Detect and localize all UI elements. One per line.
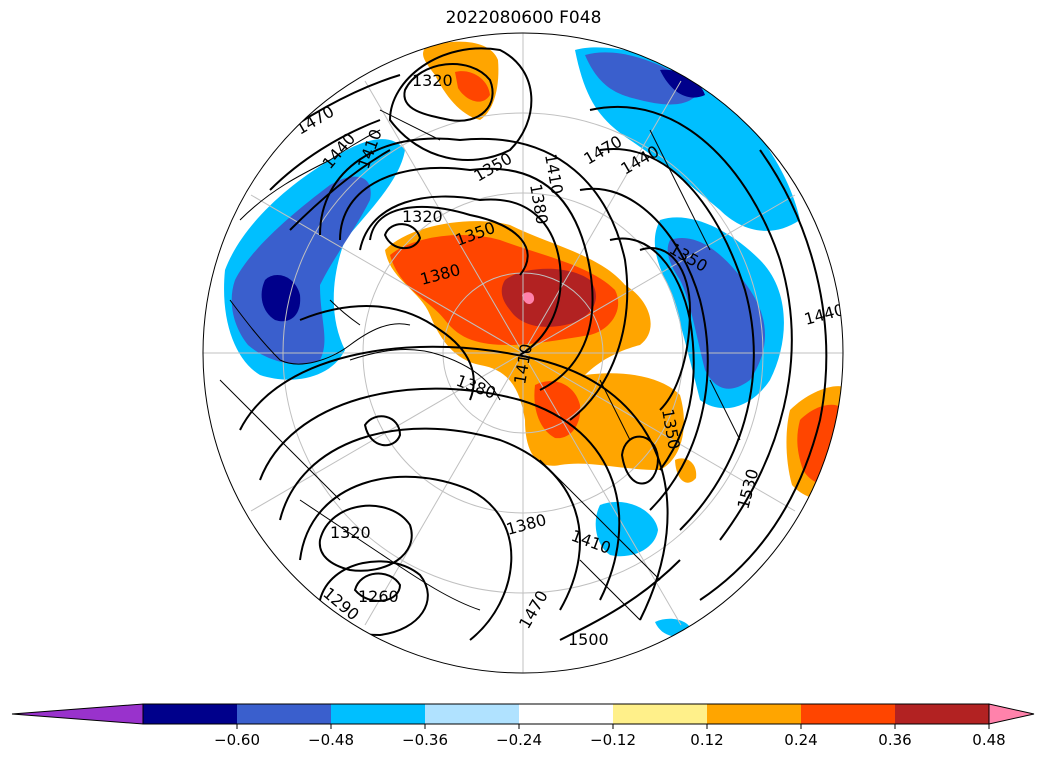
contour-1530-right: [699, 149, 828, 601]
contour-1440-right: [599, 148, 755, 531]
contour-1350-right: [639, 247, 692, 411]
colorbar-tick-label: 0.24: [784, 731, 817, 749]
contour-1440-left: [269, 119, 381, 191]
contour-label: 1320: [330, 523, 371, 542]
colorbar-ticks: −0.60 −0.48 −0.36 −0.24 −0.12 0.12 0.24 0.36 0.4…: [214, 724, 1006, 749]
contour-label: 1500: [568, 630, 609, 649]
colorbar-segment: [613, 704, 707, 724]
contour-label: 1260: [358, 587, 399, 606]
colorbar-tick-label: −0.60: [214, 731, 260, 749]
contour-1320-bottom: [318, 504, 413, 572]
colorbar-segment: [425, 704, 519, 724]
contour-1410-right: [579, 187, 709, 511]
colorbar-segment: [331, 704, 425, 724]
contour-1470-right: [589, 105, 793, 541]
contour-1380-bottom: [279, 427, 581, 611]
contour-1380-right: [609, 237, 695, 471]
negative-anomaly-left-center: [261, 275, 301, 322]
colorbar-tick-label: 0.12: [690, 731, 723, 749]
colorbar: −0.60 −0.48 −0.36 −0.24 −0.12 0.12 0.24 0.36 0.4…: [11, 703, 1035, 749]
contour-1410-mid: [339, 166, 594, 391]
colorbar-segment: [707, 704, 801, 724]
contour-label: 1320: [412, 71, 453, 90]
contour-1410-left: [289, 149, 391, 231]
colorbar-tick-label: −0.36: [402, 731, 448, 749]
colorbar-segments: [11, 703, 1035, 725]
contour-1440-mid: [319, 137, 629, 421]
positive-anomaly-top-core: [455, 71, 490, 102]
colorbar-segment: [143, 704, 237, 724]
contour-1350-mid: [369, 206, 529, 276]
colorbar-tick-label: 0.48: [972, 731, 1005, 749]
colorbar-border: [142, 703, 990, 725]
height-contours: [239, 47, 828, 641]
colorbar-segment: [519, 704, 613, 724]
contour-1260-bottom: [353, 572, 402, 602]
negative-anomaly-top-right-core: [585, 52, 700, 105]
contour-1380-mid: [359, 195, 562, 356]
colorbar-tick-label: −0.12: [590, 731, 636, 749]
contour-1410-bottom: [259, 387, 621, 601]
anomaly-shading: [224, 41, 843, 637]
negative-anomaly-bottom: [595, 501, 658, 557]
contour-1470-bottom: [239, 345, 669, 621]
positive-anomaly-center-peak: [522, 292, 535, 305]
contour-1380-left: [299, 305, 475, 401]
negative-anomaly-left-core: [231, 176, 371, 365]
colorbar-segment: [895, 704, 989, 724]
map-boundary: [202, 32, 844, 674]
contour-1350-top: [388, 47, 533, 161]
contour-low-bottom-left: [363, 415, 402, 447]
contour-label: 1320: [402, 207, 443, 226]
contour-1320-left: [383, 223, 422, 250]
contour-1500-bottom: [559, 559, 681, 641]
positive-anomaly-center-max: [501, 268, 596, 327]
colorbar-tick-label: 0.36: [878, 731, 911, 749]
contour-1350-bottom: [299, 475, 513, 641]
colorbar-segment: [237, 704, 331, 724]
figure-title: 2022080600 F048: [445, 8, 602, 28]
positive-anomaly-small: [675, 458, 697, 483]
colorbar-tick-label: −0.48: [308, 731, 354, 749]
negative-anomaly-top-right-center: [660, 69, 705, 98]
colorbar-extend-high: [988, 703, 1035, 725]
colorbar-segment: [801, 704, 895, 724]
contour-1320-top: [403, 63, 494, 122]
colorbar-tick-label: −0.24: [496, 731, 542, 749]
colorbar-extend-low: [11, 703, 144, 725]
polar-map: 1320 1470 1440 1410 1350 1410 1380 1470 …: [202, 32, 844, 674]
